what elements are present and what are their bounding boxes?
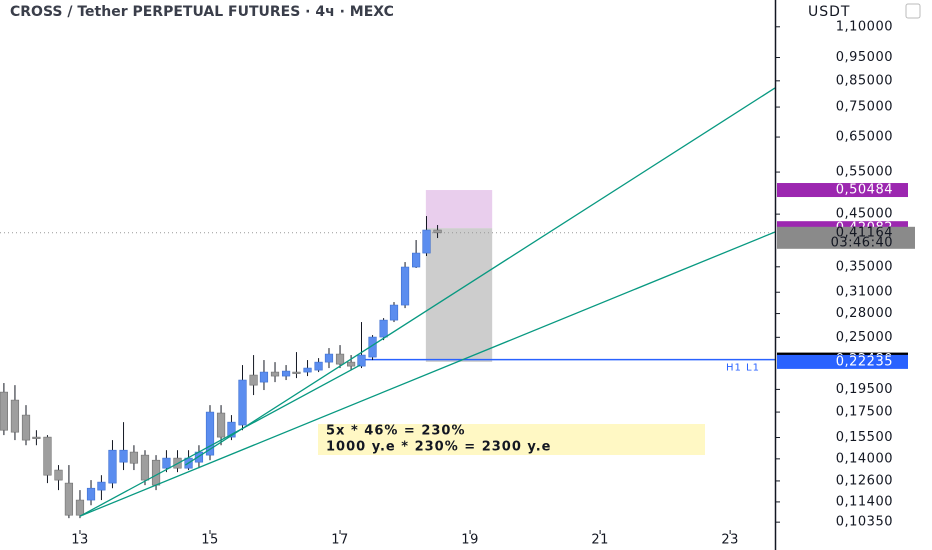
candle-body xyxy=(270,371,280,377)
candle-body xyxy=(335,353,345,365)
candle-body xyxy=(86,487,96,501)
y-tick-label: 1,10000 xyxy=(836,19,893,34)
candle-body xyxy=(412,252,421,268)
candle-body xyxy=(75,499,85,516)
candle-body xyxy=(43,436,52,476)
candle-body xyxy=(162,457,171,469)
trendline xyxy=(79,231,776,517)
plot-area: 13 15 17 19 21 23 H1 L1 xyxy=(0,87,776,548)
candle-body xyxy=(54,469,63,481)
candle-body xyxy=(119,449,128,463)
last-price-label: 0,41164 xyxy=(836,225,893,240)
axis-group: 1,10000 0,95000 0,85000 0,75000 0,65000 0,550… xyxy=(776,19,915,530)
candle-body xyxy=(379,319,388,338)
settings-icon[interactable] xyxy=(905,3,921,19)
y-tick-label: 0,11400 xyxy=(836,494,893,509)
candle-body xyxy=(259,371,269,383)
candle-body xyxy=(205,411,215,456)
candle-body xyxy=(64,482,74,516)
candle-body xyxy=(10,399,20,433)
y-tick-label: 0,12600 xyxy=(836,473,893,488)
candle-body xyxy=(281,370,291,377)
candle-body xyxy=(249,374,258,386)
annotation-box xyxy=(318,424,705,455)
candle-body xyxy=(292,371,301,374)
candle-body xyxy=(238,379,247,426)
candle-body xyxy=(389,304,399,321)
position-profit xyxy=(425,190,493,229)
candles xyxy=(0,216,442,519)
candle-body xyxy=(357,354,366,367)
x-tick-label: 15 xyxy=(201,533,219,548)
candle-body xyxy=(129,451,139,464)
candle-body xyxy=(314,361,323,371)
x-tick-label: 13 xyxy=(71,533,89,548)
chart-title: CROSS / Tether PERPETUAL FUTURES · 4ч · … xyxy=(10,4,394,20)
trendline xyxy=(184,87,776,466)
candle-body xyxy=(0,391,9,431)
y-tick-label: 0,35000 xyxy=(836,259,893,274)
annotation: 5x * 46% = 230% xyxy=(326,424,466,439)
candle-body xyxy=(97,481,106,491)
candle-body xyxy=(21,414,31,441)
y-tick-label: 0,28000 xyxy=(836,306,893,321)
annotation: 1000 y.e * 230% = 2300 y.e xyxy=(326,440,551,455)
candle-body xyxy=(433,229,442,234)
price-badge-label: 0,22235 xyxy=(836,354,893,369)
y-tick-label: 0,75000 xyxy=(836,100,893,115)
y-tick-label: 0,45000 xyxy=(836,207,893,222)
countdown-label: 03:46:40 xyxy=(831,235,893,250)
price-axis xyxy=(776,0,932,550)
y-tick-label: 0,10350 xyxy=(836,515,893,530)
x-tick-label: 21 xyxy=(591,533,609,548)
candle-body xyxy=(303,367,312,373)
price-badge xyxy=(777,183,908,198)
axis-title: USDT xyxy=(808,4,850,20)
candle-body xyxy=(324,353,334,363)
candle-body xyxy=(216,412,226,438)
y-tick-label: 0,55000 xyxy=(836,165,893,180)
line-label: H1 L1 xyxy=(726,363,760,374)
y-tick-label: 0,25000 xyxy=(836,330,893,345)
y-tick-label: 0,19500 xyxy=(836,382,893,397)
x-tick-label: 17 xyxy=(331,533,349,548)
trendline xyxy=(79,364,361,517)
y-tick-label: 0,95000 xyxy=(836,50,893,65)
candle-body xyxy=(346,361,356,367)
position-loss xyxy=(425,228,493,362)
candle-body xyxy=(422,229,431,254)
candle-body xyxy=(108,449,117,484)
y-tick-label: 0,31000 xyxy=(836,285,893,300)
price-badge xyxy=(777,354,908,369)
candle-body xyxy=(151,459,161,486)
candle-body xyxy=(140,454,150,481)
x-tick-label: 19 xyxy=(461,533,479,548)
candle-body xyxy=(400,266,410,306)
candle-body xyxy=(32,436,41,439)
x-tick-label: 23 xyxy=(721,533,739,548)
last-price-badge xyxy=(777,226,915,249)
y-tick-label: 0,85000 xyxy=(836,73,893,88)
y-tick-label: 0,14000 xyxy=(836,451,893,466)
y-tick-label: 0,15500 xyxy=(836,430,893,445)
y-tick-label: 0,65000 xyxy=(836,130,893,145)
y-tick-label: 0,17500 xyxy=(836,405,893,420)
candle-body xyxy=(227,421,236,438)
price-badge-label: 0,50484 xyxy=(836,183,893,198)
